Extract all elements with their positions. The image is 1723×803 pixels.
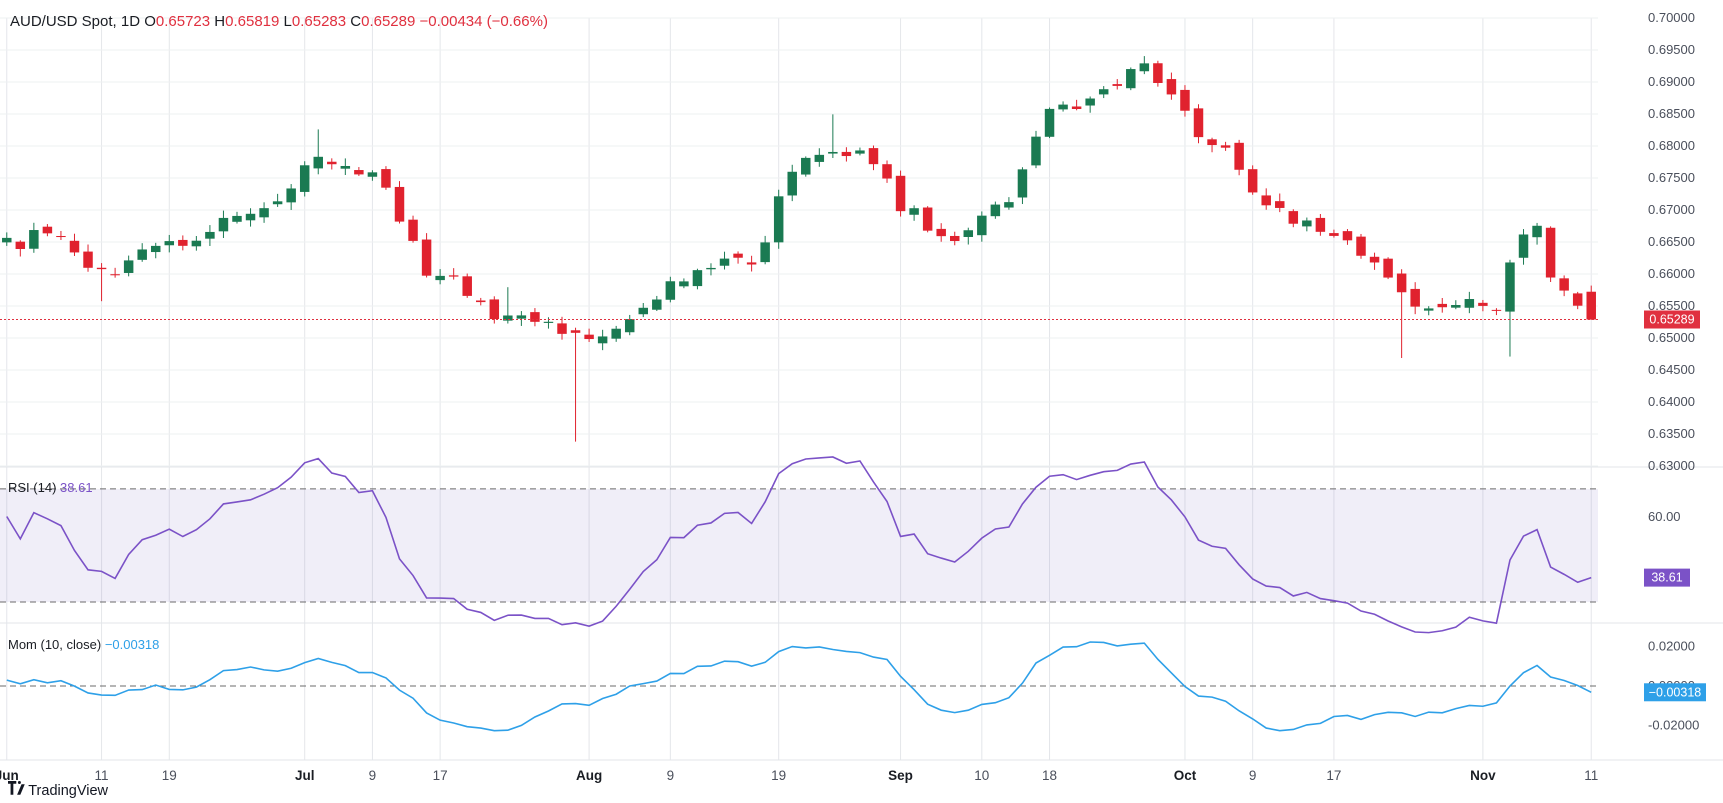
svg-text:0.64500: 0.64500 xyxy=(1648,362,1695,377)
svg-text:RSI (14) 38.61: RSI (14) 38.61 xyxy=(8,480,93,495)
svg-text:Jul: Jul xyxy=(295,768,315,783)
svg-text:19: 19 xyxy=(771,768,786,783)
svg-text:0.68000: 0.68000 xyxy=(1648,138,1695,153)
svg-text:0.66500: 0.66500 xyxy=(1648,234,1695,249)
svg-text:TradingView: TradingView xyxy=(28,783,108,799)
svg-text:Jun: Jun xyxy=(0,768,19,783)
svg-text:17: 17 xyxy=(1326,768,1341,783)
svg-text:10: 10 xyxy=(974,768,989,783)
svg-text:9: 9 xyxy=(1249,768,1257,783)
svg-text:0.67500: 0.67500 xyxy=(1648,170,1695,185)
svg-text:0.70000: 0.70000 xyxy=(1648,10,1695,25)
svg-text:0.63000: 0.63000 xyxy=(1648,458,1695,473)
svg-text:-0.02000: -0.02000 xyxy=(1648,718,1699,733)
svg-text:0.69000: 0.69000 xyxy=(1648,74,1695,89)
svg-text:11: 11 xyxy=(95,768,109,783)
svg-text:0.64000: 0.64000 xyxy=(1648,394,1695,409)
svg-text:0.67000: 0.67000 xyxy=(1648,202,1695,217)
svg-text:Nov: Nov xyxy=(1470,768,1496,783)
svg-text:0.02000: 0.02000 xyxy=(1648,638,1695,653)
svg-text:38.61: 38.61 xyxy=(1651,571,1682,585)
svg-text:17: 17 xyxy=(433,768,448,783)
svg-text:0.66000: 0.66000 xyxy=(1648,266,1695,281)
svg-text:0.65289: 0.65289 xyxy=(1649,313,1694,327)
svg-text:Sep: Sep xyxy=(888,768,913,783)
svg-text:0.65000: 0.65000 xyxy=(1648,330,1695,345)
svg-text:Mom (10, close) −0.00318: Mom (10, close) −0.00318 xyxy=(8,637,159,652)
svg-text:−0.00318: −0.00318 xyxy=(1649,685,1702,699)
svg-text:AUD/USD Spot, 1D O0.65723: AUD/USD Spot, 1D O0.65723 H0.65819 L0.65… xyxy=(10,13,548,30)
svg-text:0.68500: 0.68500 xyxy=(1648,106,1695,121)
svg-text:9: 9 xyxy=(667,768,675,783)
svg-text:0.63500: 0.63500 xyxy=(1648,426,1695,441)
svg-text:60.00: 60.00 xyxy=(1648,509,1681,524)
svg-text:9: 9 xyxy=(369,768,377,783)
svg-text:18: 18 xyxy=(1042,768,1057,783)
svg-text:0.69500: 0.69500 xyxy=(1648,42,1695,57)
svg-text:19: 19 xyxy=(162,768,177,783)
svg-text:Aug: Aug xyxy=(576,768,602,783)
svg-text:Oct: Oct xyxy=(1174,768,1197,783)
svg-text:11: 11 xyxy=(1584,768,1598,783)
